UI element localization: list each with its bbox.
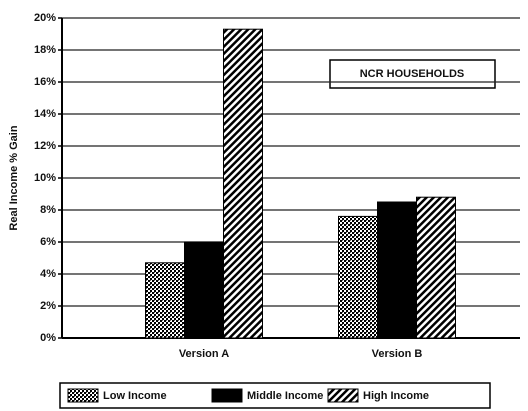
x-tick-label: Version B	[372, 348, 423, 360]
legend-label: High Income	[363, 390, 429, 402]
bar	[184, 241, 224, 339]
y-tick-label: 14%	[34, 108, 56, 120]
legend-label: Middle Income	[247, 390, 323, 402]
legend-swatch	[211, 388, 243, 403]
legend-swatch	[67, 388, 99, 403]
y-tick-label: 4%	[40, 268, 56, 280]
bar	[416, 196, 456, 339]
legend-swatch	[327, 388, 359, 403]
y-tick-label: 12%	[34, 140, 56, 152]
legend-box	[59, 382, 491, 409]
y-tick-label: 6%	[40, 236, 56, 248]
annotation-box	[329, 59, 496, 89]
legend-label: Low Income	[103, 390, 167, 402]
bar	[145, 262, 185, 339]
y-axis-label: Real Income % Gain	[8, 125, 20, 230]
bar	[338, 215, 378, 339]
annotation: NCR HOUSEHOLDS	[360, 68, 465, 80]
bar	[377, 201, 417, 339]
y-tick-label: 8%	[40, 204, 56, 216]
bar	[223, 28, 263, 339]
y-tick-label: 2%	[40, 300, 56, 312]
y-tick-label: 20%	[34, 12, 56, 24]
y-tick-label: 16%	[34, 76, 56, 88]
y-tick-label: 10%	[34, 172, 56, 184]
y-tick-label: 18%	[34, 44, 56, 56]
y-tick-label: 0%	[40, 332, 56, 344]
x-tick-label: Version A	[179, 348, 229, 360]
